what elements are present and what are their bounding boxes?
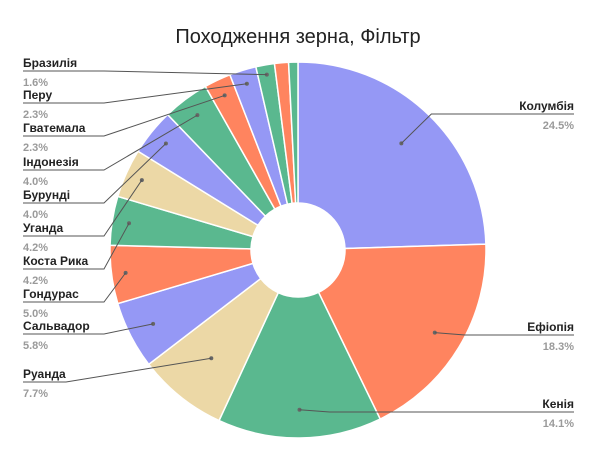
leader-line-індонезія [23, 114, 198, 171]
slice-value-бразилія: 1.6% [23, 77, 48, 89]
slice-value-індонезія: 4.0% [23, 176, 48, 188]
slice-value-перу: 2.3% [23, 109, 48, 121]
slice-labels: Колумбія 24.5% Ефіопія 18.3% Кенія 14.1% Руанд… [23, 56, 574, 430]
slice-value-гондурас: 5.0% [23, 308, 48, 320]
leader-line-гватемала [23, 94, 225, 137]
leader-line-уганда [23, 179, 143, 237]
leader-line-коста-рика [23, 222, 130, 270]
slice-кенія [218, 291, 382, 439]
slice-value-коста-рика: 4.2% [23, 275, 48, 287]
chart-title: Походження зерна, Фільтр [175, 26, 420, 48]
slice-value-колумбія: 24.5% [543, 120, 574, 132]
slice-ефіопія [317, 243, 487, 421]
slice-label-сальвадор: Сальвадор [23, 319, 90, 333]
donut-slices [109, 61, 487, 439]
slice-label-бразилія: Бразилія [23, 56, 77, 70]
slice-label-коста-рика: Коста Рика [23, 254, 88, 268]
slice-value-сальвадор: 5.8% [23, 340, 48, 352]
slice-label-уганда: Уганда [23, 221, 64, 235]
slice-value-уганда: 4.2% [23, 242, 48, 254]
slice-label-бурунді: Бурунді [23, 188, 70, 202]
leader-line-руанда [23, 357, 212, 383]
slice-value-гватемала: 2.3% [23, 142, 48, 154]
leader-line-ефіопія [434, 332, 574, 336]
slice-label-індонезія: Індонезія [23, 155, 79, 169]
slice-value-кенія: 14.1% [543, 418, 574, 430]
slice-value-руанда: 7.7% [23, 388, 48, 400]
slice-value-ефіопія: 18.3% [543, 341, 574, 353]
leader-line-гондурас [23, 272, 127, 303]
leader-line-кенія [299, 409, 574, 413]
leader-line-перу [23, 83, 247, 104]
slice-unlabeled-14 [287, 61, 299, 204]
slice-label-гватемала: Гватемала [23, 121, 86, 135]
slice-label-ефіопія: Ефіопія [527, 320, 574, 334]
slice-label-гондурас: Гондурас [23, 287, 79, 301]
slice-value-бурунді: 4.0% [23, 209, 48, 221]
leader-line-колумбія [401, 113, 574, 144]
slice-label-перу: Перу [23, 88, 52, 102]
slice-label-колумбія: Колумбія [519, 99, 574, 113]
slice-label-кенія: Кенія [542, 397, 574, 411]
leader-line-бразилія [23, 70, 267, 76]
leader-line-бурунді [23, 143, 167, 204]
slice-label-руанда: Руанда [23, 367, 66, 381]
leader-line-сальвадор [23, 323, 154, 335]
slice-колумбія [297, 61, 487, 250]
